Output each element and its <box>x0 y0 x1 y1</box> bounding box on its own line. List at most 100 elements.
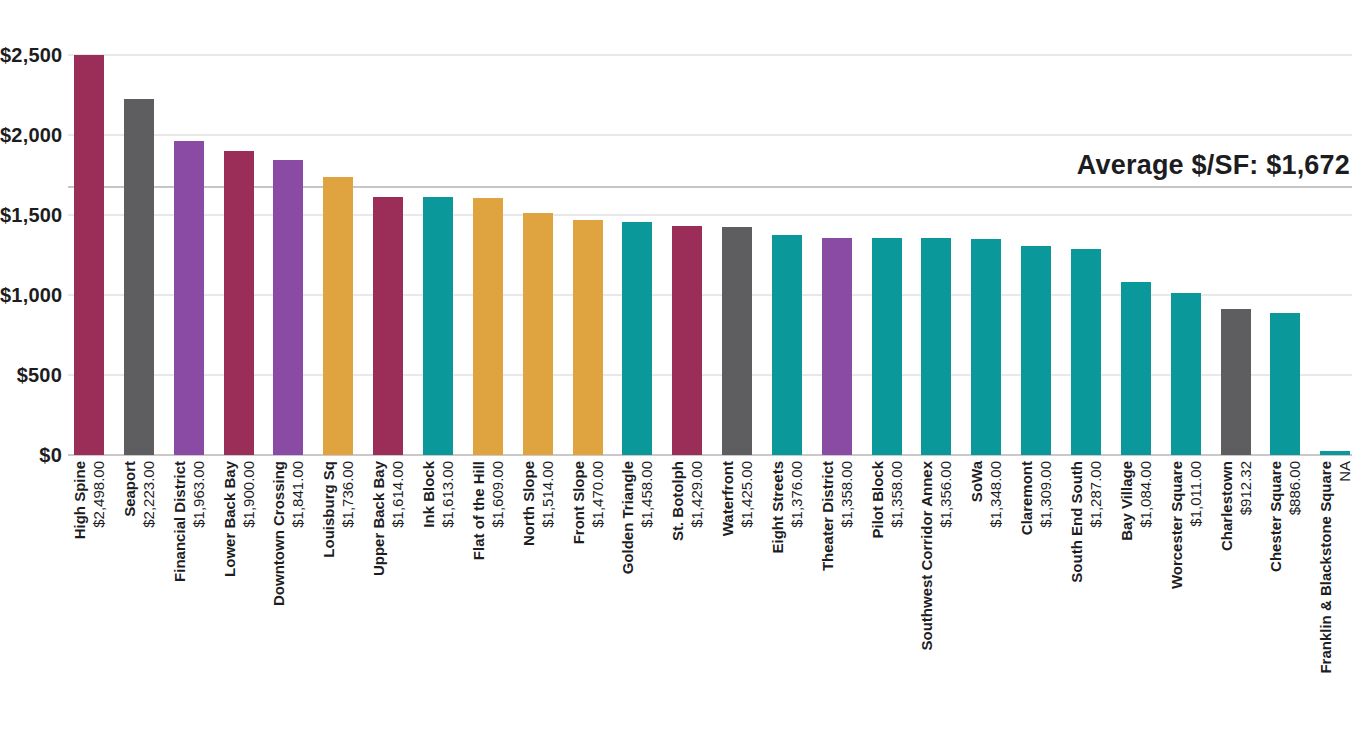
bar-label: SoWa$1,348.00 <box>968 461 1005 731</box>
bar-name: Waterfront <box>719 461 737 731</box>
x-axis-line <box>68 454 1352 456</box>
bar-name: Claremont <box>1018 461 1036 731</box>
bar <box>373 197 403 455</box>
bar <box>124 99 154 455</box>
bar-name: Front Slope <box>570 461 588 731</box>
bar <box>1320 451 1350 455</box>
bar-value: NA <box>1335 461 1354 731</box>
bar <box>174 141 204 455</box>
bar <box>1270 313 1300 455</box>
bar-value: $1,309.00 <box>1036 461 1055 731</box>
bar <box>772 235 802 455</box>
bar <box>872 238 902 455</box>
y-tick-label: $0 <box>0 443 62 467</box>
bar-value: $1,736.00 <box>338 461 357 731</box>
grid-line <box>68 294 1352 296</box>
bar-name: Worcester Square <box>1168 461 1186 731</box>
bar-label: Ink Block$1,613.00 <box>420 461 457 731</box>
bar-value: $912.32 <box>1236 461 1255 731</box>
bar-label: St. Botolph$1,429.00 <box>669 461 706 731</box>
bar-label: Theater District$1,358.00 <box>819 461 856 731</box>
bar <box>622 222 652 455</box>
bar-value: $1,287.00 <box>1086 461 1105 731</box>
bar-value: $1,900.00 <box>239 461 258 731</box>
grid-line <box>68 134 1352 136</box>
bar-name: Bay Village <box>1118 461 1136 731</box>
bar-value: $1,429.00 <box>687 461 706 731</box>
bar-label: Eight Streets$1,376.00 <box>769 461 806 731</box>
bar <box>323 177 353 455</box>
bar <box>921 238 951 455</box>
bar-label: Charlestown$912.32 <box>1218 461 1255 731</box>
bar-label: Southwest Corridor Annex$1,356.00 <box>918 461 955 731</box>
bar-name: Eight Streets <box>769 461 787 731</box>
bar-name: North Slope <box>520 461 538 731</box>
bar <box>423 197 453 455</box>
bar-value: $1,514.00 <box>538 461 557 731</box>
average-line <box>68 186 1352 188</box>
bar-value: $1,358.00 <box>887 461 906 731</box>
bar-name: Chester Square <box>1267 461 1285 731</box>
bar-name: Franklin & Blackstone Square <box>1317 461 1335 731</box>
bar-name: SoWa <box>968 461 986 731</box>
bar-label: North Slope$1,514.00 <box>520 461 557 731</box>
grid-line <box>68 374 1352 376</box>
bar-label: Seaport$2,223.00 <box>121 461 158 731</box>
bar-label: Flat of the Hill$1,609.00 <box>470 461 507 731</box>
bar-value: $1,613.00 <box>438 461 457 731</box>
bar <box>74 55 104 455</box>
bar <box>822 238 852 455</box>
bar-name: Theater District <box>819 461 837 731</box>
bar-name: Downtown Crossing <box>270 461 288 731</box>
bar-label: Lower Back Bay$1,900.00 <box>221 461 258 731</box>
bar-value: $1,609.00 <box>488 461 507 731</box>
bar-name: High Spine <box>71 461 89 731</box>
y-tick-label: $1,500 <box>0 203 62 227</box>
bar-value: $1,011.00 <box>1186 461 1205 731</box>
bar-name: South End South <box>1068 461 1086 731</box>
bar-value: $1,376.00 <box>787 461 806 731</box>
average-annotation: Average $/SF: $1,672 <box>1077 150 1350 181</box>
bar <box>224 151 254 455</box>
bar-value: $1,614.00 <box>388 461 407 731</box>
bar-value: $886.00 <box>1285 461 1304 731</box>
bar-label: Front Slope$1,470.00 <box>570 461 607 731</box>
bar-value: $1,084.00 <box>1136 461 1155 731</box>
bar-name: Charlestown <box>1218 461 1236 731</box>
bar-label: Downtown Crossing$1,841.00 <box>270 461 307 731</box>
bar-name: Seaport <box>121 461 139 731</box>
bar-name: Pilot Block <box>869 461 887 731</box>
bar-label: Claremont$1,309.00 <box>1018 461 1055 731</box>
bar-name: St. Botolph <box>669 461 687 731</box>
bar-name: Louisburg Sq <box>320 461 338 731</box>
bar-value: $2,223.00 <box>139 461 158 731</box>
bar <box>1121 282 1151 455</box>
bar-value: $1,358.00 <box>837 461 856 731</box>
bar-label: Financial District$1,963.00 <box>171 461 208 731</box>
bar <box>273 160 303 455</box>
bar <box>1071 249 1101 455</box>
bar-label: Golden Triangle$1,458.00 <box>619 461 656 731</box>
bar <box>1171 293 1201 455</box>
bar <box>672 226 702 455</box>
bar-value: $2,498.00 <box>89 461 108 731</box>
bar-label: High Spine$2,498.00 <box>71 461 108 731</box>
bar-label: South End South$1,287.00 <box>1068 461 1105 731</box>
bar-value: $1,356.00 <box>936 461 955 731</box>
bar-value: $1,963.00 <box>189 461 208 731</box>
bar <box>523 213 553 455</box>
bar-label: Worcester Square$1,011.00 <box>1168 461 1205 731</box>
bar-name: Southwest Corridor Annex <box>918 461 936 731</box>
bar-name: Upper Back Bay <box>370 461 388 731</box>
bar-name: Golden Triangle <box>619 461 637 731</box>
bar-chart: $0$500$1,000$1,500$2,000$2,500High Spine… <box>0 0 1366 735</box>
grid-line <box>68 214 1352 216</box>
bar-label: Chester Square$886.00 <box>1267 461 1304 731</box>
bar <box>573 220 603 455</box>
bar-value: $1,470.00 <box>588 461 607 731</box>
bar-label: Upper Back Bay$1,614.00 <box>370 461 407 731</box>
bar-label: Franklin & Blackstone SquareNA <box>1317 461 1354 731</box>
bar <box>1221 309 1251 455</box>
grid-line <box>68 54 1352 56</box>
bar-label: Bay Village$1,084.00 <box>1118 461 1155 731</box>
